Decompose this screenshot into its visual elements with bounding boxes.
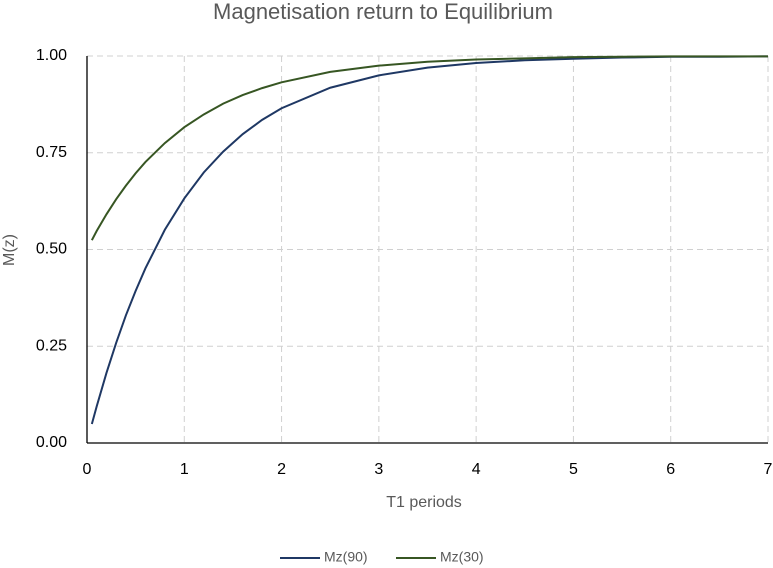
y-tick-label: 0.75 <box>36 144 67 161</box>
series-line <box>90 55 768 241</box>
chart-title: Magnetisation return to Equilibrium <box>213 0 553 24</box>
x-axis-label: T1 periods <box>386 494 462 511</box>
x-tick-label: 4 <box>472 461 481 478</box>
x-tick-label: 2 <box>277 461 286 478</box>
series-line <box>90 55 769 425</box>
y-axis-label: M(z) <box>1 234 18 266</box>
y-tick-label: 0.50 <box>36 241 67 258</box>
y-tick-label: 0.25 <box>36 337 67 354</box>
x-tick-label: 1 <box>180 461 189 478</box>
x-tick-label: 6 <box>666 461 675 478</box>
legend-label: Mz(90) <box>324 549 368 565</box>
x-tick-label: 0 <box>83 461 92 478</box>
x-tick-label: 3 <box>374 461 383 478</box>
legend-label: Mz(30) <box>440 549 484 565</box>
y-tick-label: 1.00 <box>36 47 67 64</box>
y-tick-label: 0.00 <box>36 434 67 451</box>
x-tick-label: 5 <box>569 461 578 478</box>
x-tick-label: 7 <box>764 461 773 478</box>
